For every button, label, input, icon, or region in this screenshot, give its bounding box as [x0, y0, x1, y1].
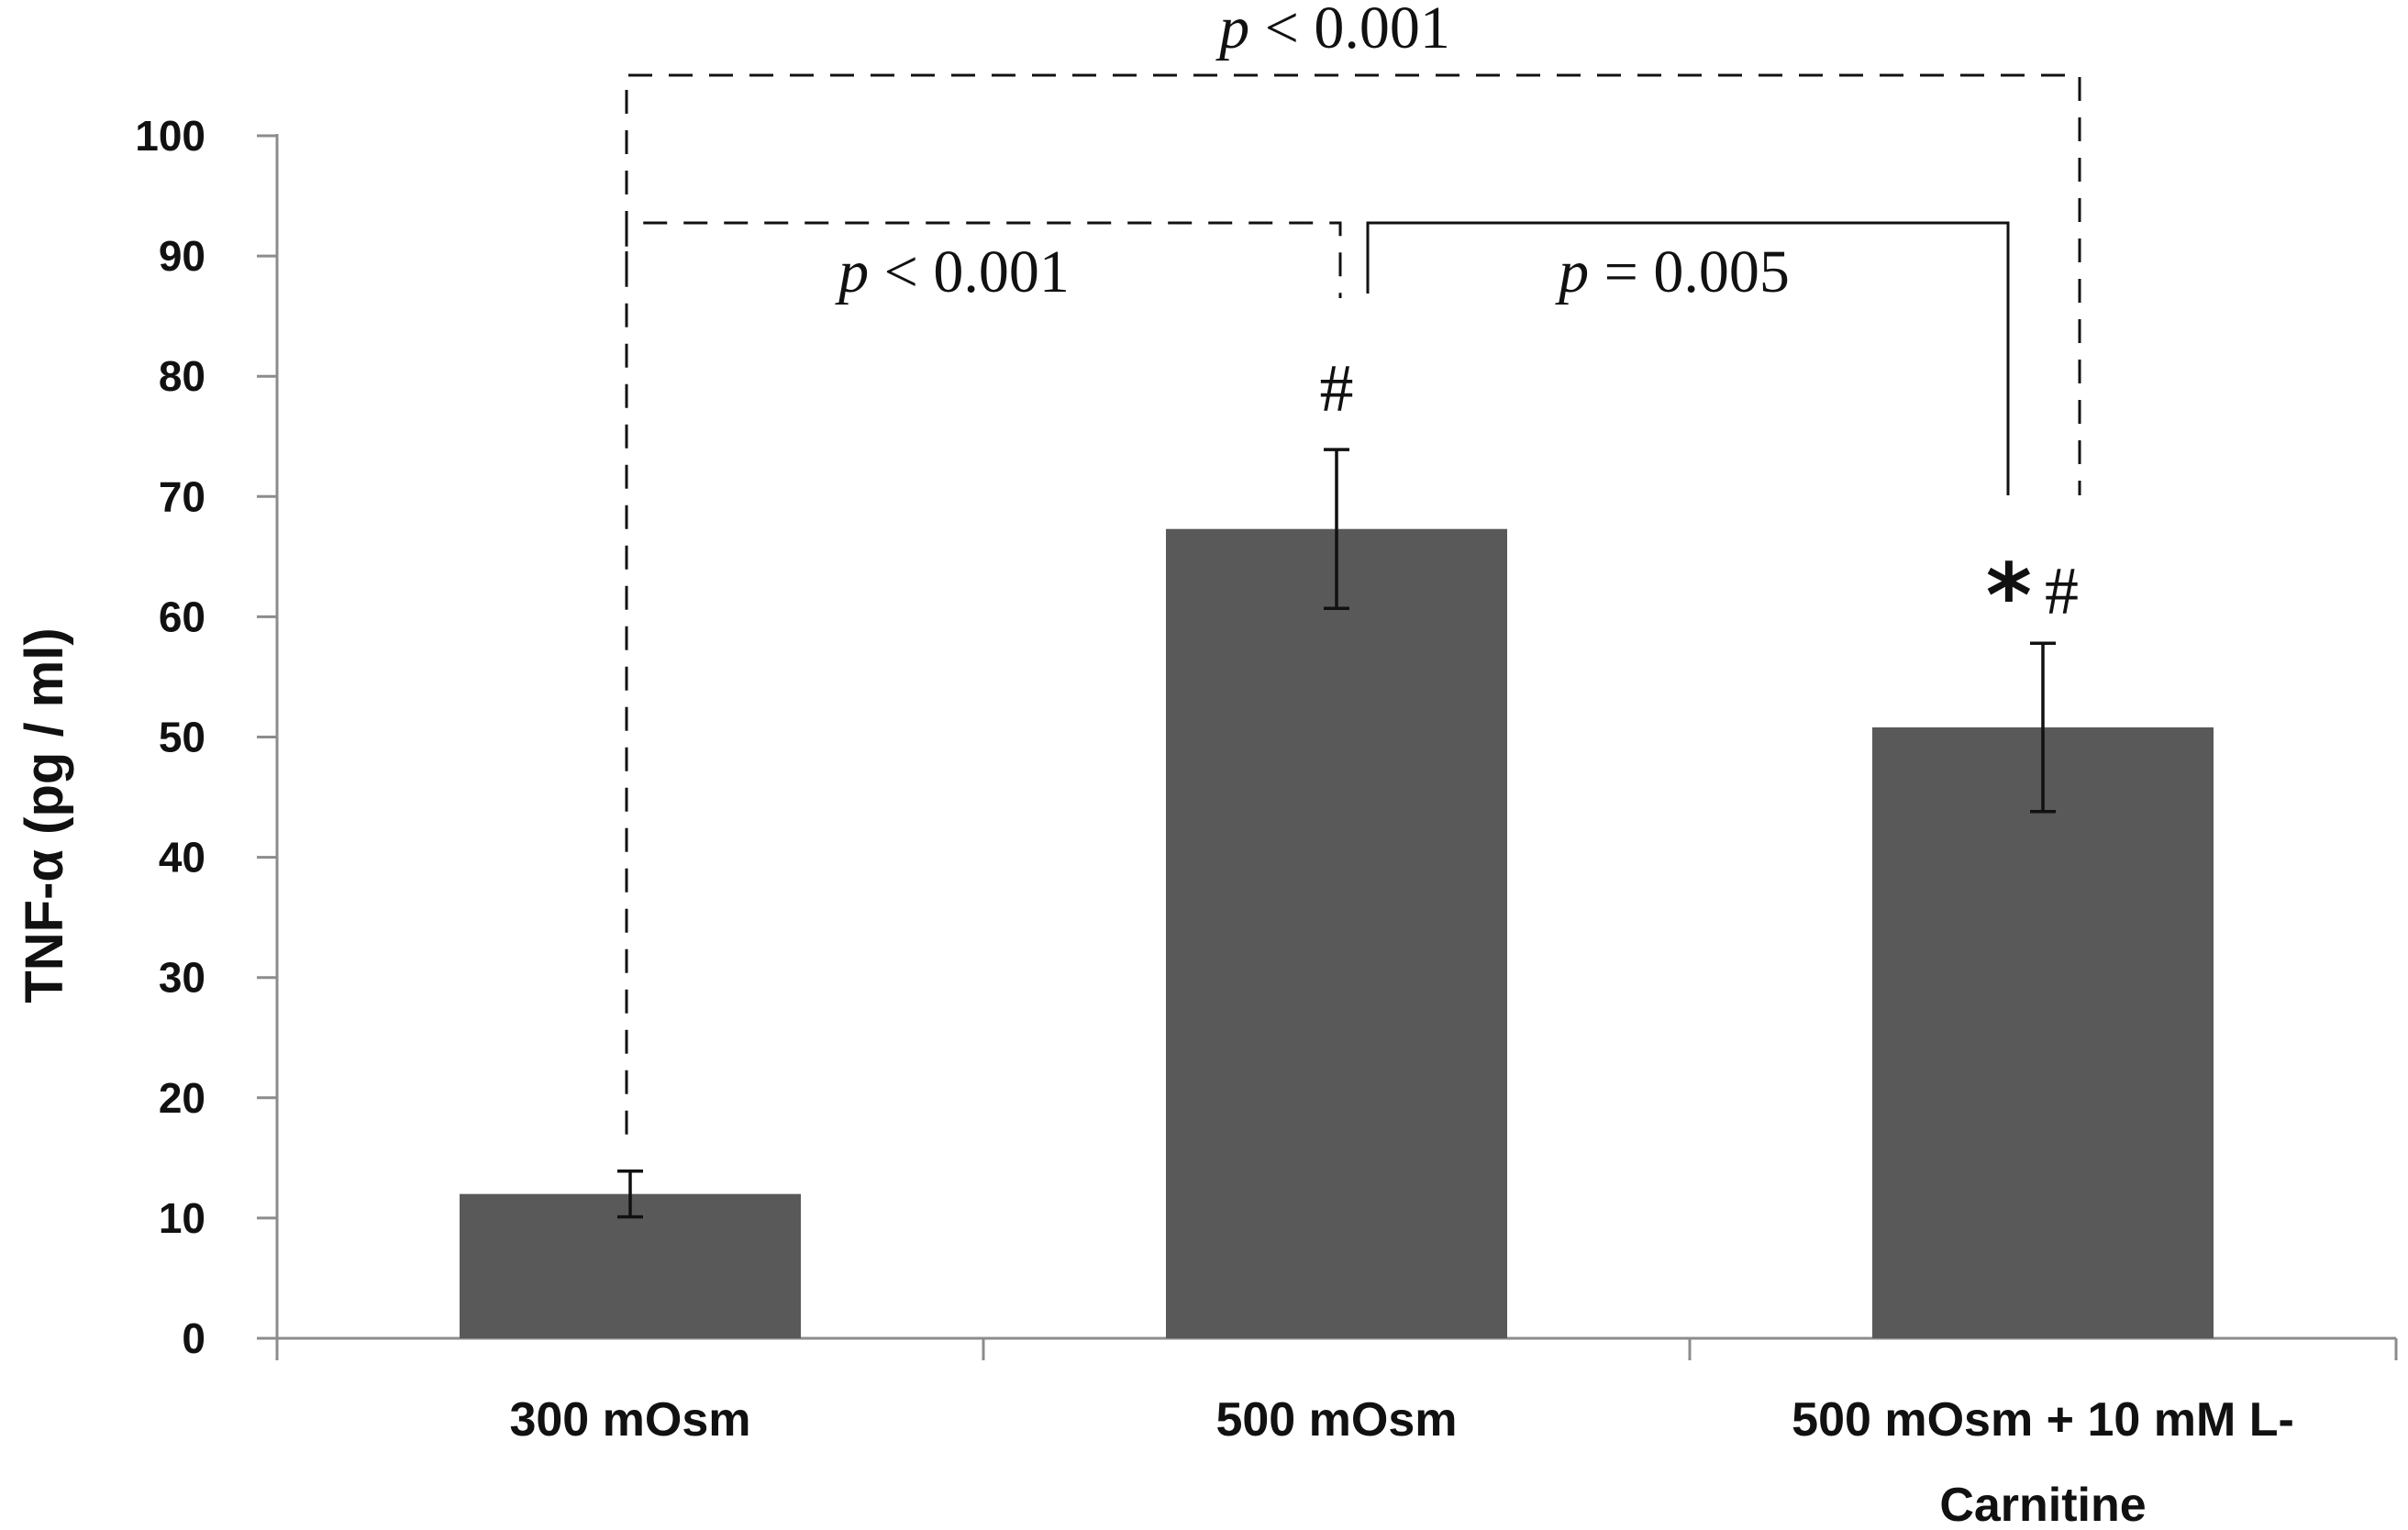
x-category-label: 300 mOsm [509, 1393, 750, 1447]
comparison-bracket [1366, 221, 2010, 495]
y-axis-title: TNF-α (pg / ml) [15, 627, 74, 1003]
y-tick-label: 90 [159, 232, 205, 280]
significance-hash: # [2045, 554, 2079, 629]
p-symbol: p [1215, 0, 1249, 61]
p-value-text: = 0.005 [1589, 238, 1790, 305]
p-value-label: p = 0.005 [1555, 238, 1790, 305]
labels: 300 mOsm 500 mOsm 500 mOsm + 10 mM L- Carni… [509, 351, 2293, 1530]
significance-star: * [1986, 545, 2032, 648]
bar [1872, 727, 2214, 1338]
y-tick-label: 70 [159, 472, 205, 520]
y-tick-label: 0 [182, 1314, 205, 1362]
y-tick-label: 20 [159, 1074, 205, 1122]
y-tick-label: 80 [159, 352, 205, 400]
p-symbol: p [835, 238, 869, 305]
p-value-text: < 0.001 [1249, 0, 1450, 61]
p-value-label: p < 0.001 [835, 238, 1070, 305]
bar [1166, 528, 1507, 1338]
bars [460, 528, 2214, 1338]
axes: 0 10 20 30 40 50 60 70 80 90 100 [135, 112, 2398, 1362]
y-tick-label: 10 [159, 1194, 205, 1242]
comparison-bracket [625, 221, 1342, 1135]
p-symbol: p [1555, 238, 1589, 305]
y-tick-label: 50 [159, 714, 205, 761]
y-tick-label: 100 [135, 112, 205, 160]
comparison-bracket [625, 73, 2081, 495]
x-category-label: 500 mOsm + 10 mM L- [1792, 1393, 2294, 1447]
p-value-text: < 0.001 [869, 238, 1070, 305]
y-tick-label: 60 [159, 593, 205, 640]
p-value-label: p < 0.001 [1215, 0, 1450, 61]
significance-hash: # [1320, 351, 1354, 427]
y-tick-label: 30 [159, 954, 205, 1002]
error-bars [617, 448, 2056, 1219]
x-category-label: Carnitine [1939, 1479, 2146, 1530]
x-category-label: 500 mOsm [1215, 1393, 1457, 1447]
y-tick-label: 40 [159, 834, 205, 881]
